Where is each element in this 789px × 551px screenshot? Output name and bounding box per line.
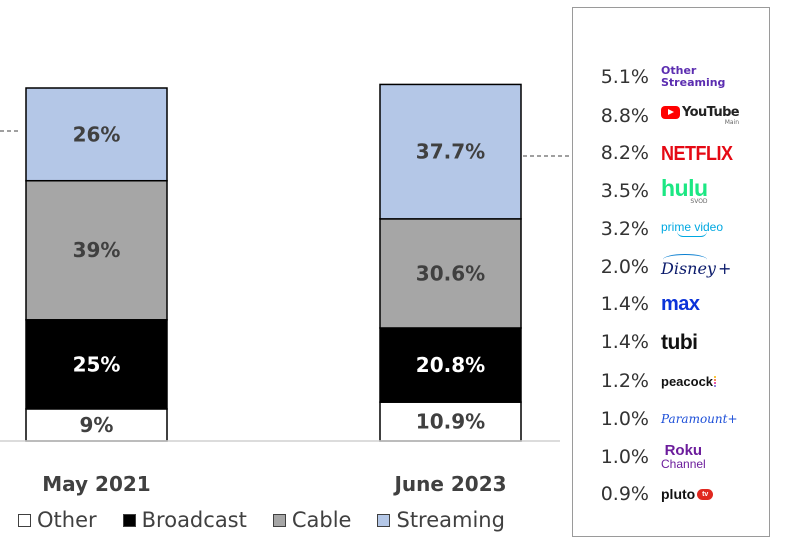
category-label-2: June 2023 (392, 472, 506, 496)
logo-text: Other (661, 64, 697, 77)
logo-subtext: Main (724, 119, 740, 126)
legend-label-cable: Cable (291, 508, 352, 532)
service-row-roku: 1.0% Roku Channel (573, 442, 769, 472)
dots-icon (714, 375, 717, 387)
data-label-other-2: 10.9% (416, 410, 485, 434)
prime-video-logo: prime video (661, 221, 723, 237)
bar-segment-cable-2 (379, 218, 522, 329)
logo-plus: + (717, 259, 732, 278)
logo-text: Streaming (661, 76, 726, 89)
legend-swatch-streaming (377, 513, 391, 527)
other-streaming-logo: Other Streaming (661, 65, 725, 89)
service-row-youtube: 8.8% YouTube Main (573, 101, 769, 131)
service-share: 8.8% (600, 105, 649, 127)
bar-segment-broadcast-2 (379, 327, 522, 403)
service-row-paramount: 1.0% Paramount+ (573, 404, 769, 434)
service-row-disney: 2.0% Disney + (573, 252, 769, 282)
legend-item-broadcast: Broadcast (122, 508, 247, 532)
legend-label-broadcast: Broadcast (141, 508, 247, 532)
bar-segment-streaming-1 (25, 87, 168, 182)
paramount-plus-logo: Paramount+ (661, 412, 738, 426)
service-row-netflix: 8.2% NETFLIX (573, 138, 769, 168)
data-label-cable-1: 39% (73, 238, 121, 262)
service-share: 0.9% (600, 483, 649, 505)
service-share: 1.0% (600, 446, 649, 468)
service-row-max: 1.4% max (573, 289, 769, 319)
service-row-tubi: 1.4% tubi (573, 327, 769, 357)
legend-label-streaming: Streaming (396, 508, 505, 532)
data-label-cable-2: 30.6% (416, 261, 485, 285)
tv-badge: tv (697, 488, 714, 500)
data-label-other-1: 9% (80, 413, 114, 437)
legend-item-other: Other (18, 508, 97, 532)
youtube-logo: YouTube Main (661, 105, 740, 126)
service-share: 2.0% (600, 256, 649, 278)
bar-segment-other-1 (25, 408, 168, 442)
legend-swatch-other (18, 513, 31, 527)
hulu-logo: hulu SVOD (661, 177, 708, 205)
streaming-breakdown-panel: 5.1% Other Streaming 8.8% YouTube Main 8… (572, 7, 770, 537)
logo-text: prime video (661, 220, 724, 234)
logo-text: Roku (664, 442, 703, 459)
category-label-1: May 2021 (42, 472, 150, 496)
bar-segment-other-2 (379, 401, 522, 442)
roku-channel-logo: Roku Channel (661, 442, 706, 471)
legend-swatch-cable (272, 513, 286, 527)
service-row-other-streaming: 5.1% Other Streaming (573, 62, 769, 92)
service-share: 1.4% (600, 331, 649, 353)
smile-icon (677, 231, 708, 237)
peacock-logo: peacock (661, 373, 717, 389)
bar-segment-cable-1 (25, 179, 168, 321)
netflix-logo: NETFLIX (661, 141, 733, 165)
pluto-tv-logo: pluto tv (661, 486, 714, 502)
data-label-streaming-1: 26% (73, 122, 121, 146)
data-label-broadcast-2: 20.8% (416, 353, 485, 377)
service-row-hulu: 3.5% hulu SVOD (573, 176, 769, 206)
logo-subtext: SVOD (690, 198, 708, 205)
logo-text: YouTube (682, 105, 740, 120)
legend-label-other: Other (37, 508, 97, 532)
legend: Other Broadcast Cable Streaming (18, 505, 531, 535)
service-share: 1.4% (600, 293, 649, 315)
play-icon (661, 106, 680, 119)
data-label-broadcast-1: 25% (73, 352, 121, 376)
logo-text: peacock (661, 373, 714, 389)
bar-segment-streaming-2 (379, 83, 522, 220)
arc-icon (663, 254, 707, 265)
legend-swatch-broadcast (122, 513, 136, 527)
max-logo: max (661, 293, 700, 315)
data-label-streaming-2: 37.7% (416, 140, 485, 164)
service-share: 8.2% (600, 142, 649, 164)
service-share: 5.1% (600, 66, 649, 88)
service-share: 3.2% (600, 218, 649, 240)
service-share: 1.2% (600, 370, 649, 392)
legend-item-cable: Cable (272, 508, 352, 532)
service-row-pluto: 0.9% pluto tv (573, 479, 769, 509)
service-share: 1.0% (600, 408, 649, 430)
logo-subtext: Channel (661, 457, 706, 471)
tubi-logo: tubi (661, 330, 698, 354)
logo-text: hulu (661, 175, 708, 201)
service-row-peacock: 1.2% peacock (573, 366, 769, 396)
logo-text: pluto (661, 486, 696, 502)
service-share: 3.5% (600, 180, 649, 202)
disney-plus-logo: Disney + (661, 254, 732, 278)
legend-item-streaming: Streaming (377, 508, 505, 532)
service-row-prime-video: 3.2% prime video (573, 214, 769, 244)
